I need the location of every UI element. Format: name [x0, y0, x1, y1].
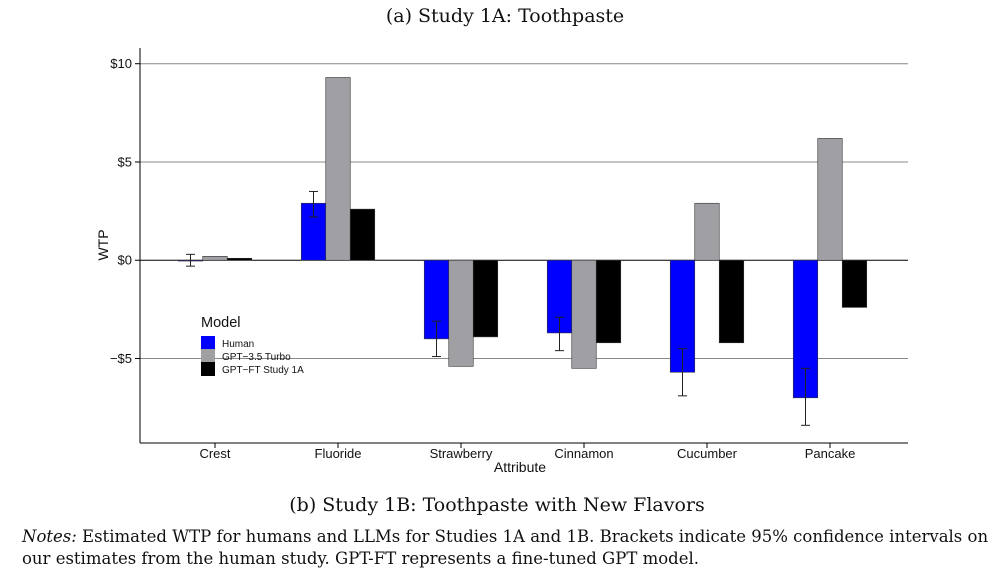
bar-gptft-crest: [226, 257, 253, 261]
bar-gpt35-fluoride: [325, 77, 351, 261]
bar-gpt35-cucumber: [694, 202, 720, 261]
figure-title: (a) Study 1A: Toothpaste: [386, 5, 624, 27]
error-bars: [186, 190, 810, 426]
bar-gptft-strawberry: [472, 259, 499, 338]
bar-chart: (a) Study 1A: Toothpaste $10 $5 $0 −$5 Cres…: [95, 5, 908, 516]
legend-title: Model: [201, 315, 241, 331]
bar-gptft-fluoride: [349, 208, 376, 261]
bar-gptft-cinnamon: [595, 259, 622, 344]
legend-label-gpt35: GPT−3.5 Turbo: [222, 352, 291, 363]
bars: [177, 77, 868, 399]
error-bar-strawberry: [432, 320, 441, 358]
error-bar-fluoride: [309, 190, 318, 218]
notes-label: Notes:: [22, 527, 77, 546]
legend-label-gptft: GPT−FT Study 1A: [222, 365, 304, 376]
error-bar-pancake: [801, 367, 810, 426]
bar-gpt35-crest: [202, 256, 228, 261]
y-tick-label: $5: [118, 154, 132, 169]
bar-gpt35-pancake: [817, 138, 843, 261]
gridlines: [140, 63, 908, 359]
y-tick-label: $10: [110, 56, 132, 71]
y-ticks: $10 $5 $0 −$5: [110, 56, 140, 366]
x-tick-label: Pancake: [805, 446, 856, 461]
y-tick-label: −$5: [110, 351, 132, 366]
x-axis-label: Attribute: [494, 459, 546, 475]
x-tick-label: Cucumber: [677, 446, 738, 461]
x-tick-label: Crest: [199, 446, 230, 461]
x-tick-label: Strawberry: [430, 446, 493, 461]
bar-gpt35-strawberry: [448, 259, 474, 367]
error-bar-cinnamon: [555, 316, 564, 352]
notes-text: Estimated WTP for humans and LLMs for St…: [22, 527, 989, 568]
legend-label-human: Human: [222, 339, 254, 350]
bar-gptft-pancake: [841, 259, 868, 308]
y-tick-label: $0: [118, 253, 132, 268]
legend-swatch-gptft: [201, 362, 215, 376]
bar-gpt35-cinnamon: [571, 259, 597, 369]
legend: Model Human GPT−3.5 Turbo GPT−FT Study 1…: [201, 315, 304, 376]
x-ticks: Crest Fluoride Strawberry Cinnamon Cucumber P…: [199, 443, 855, 461]
error-bar-crest: [186, 253, 195, 267]
bar-gptft-cucumber: [718, 259, 745, 344]
y-axis-label: WTP: [95, 229, 111, 260]
figure-notes: Notes: Estimated WTP for humans and LLMs…: [22, 526, 992, 570]
legend-swatch-gpt35: [201, 349, 215, 363]
x-tick-label: Cinnamon: [554, 446, 613, 461]
x-tick-label: Fluoride: [315, 446, 362, 461]
error-bar-cucumber: [678, 348, 687, 397]
figure-caption: (b) Study 1B: Toothpaste with New Flavor…: [289, 494, 704, 516]
legend-swatch-human: [201, 336, 215, 350]
